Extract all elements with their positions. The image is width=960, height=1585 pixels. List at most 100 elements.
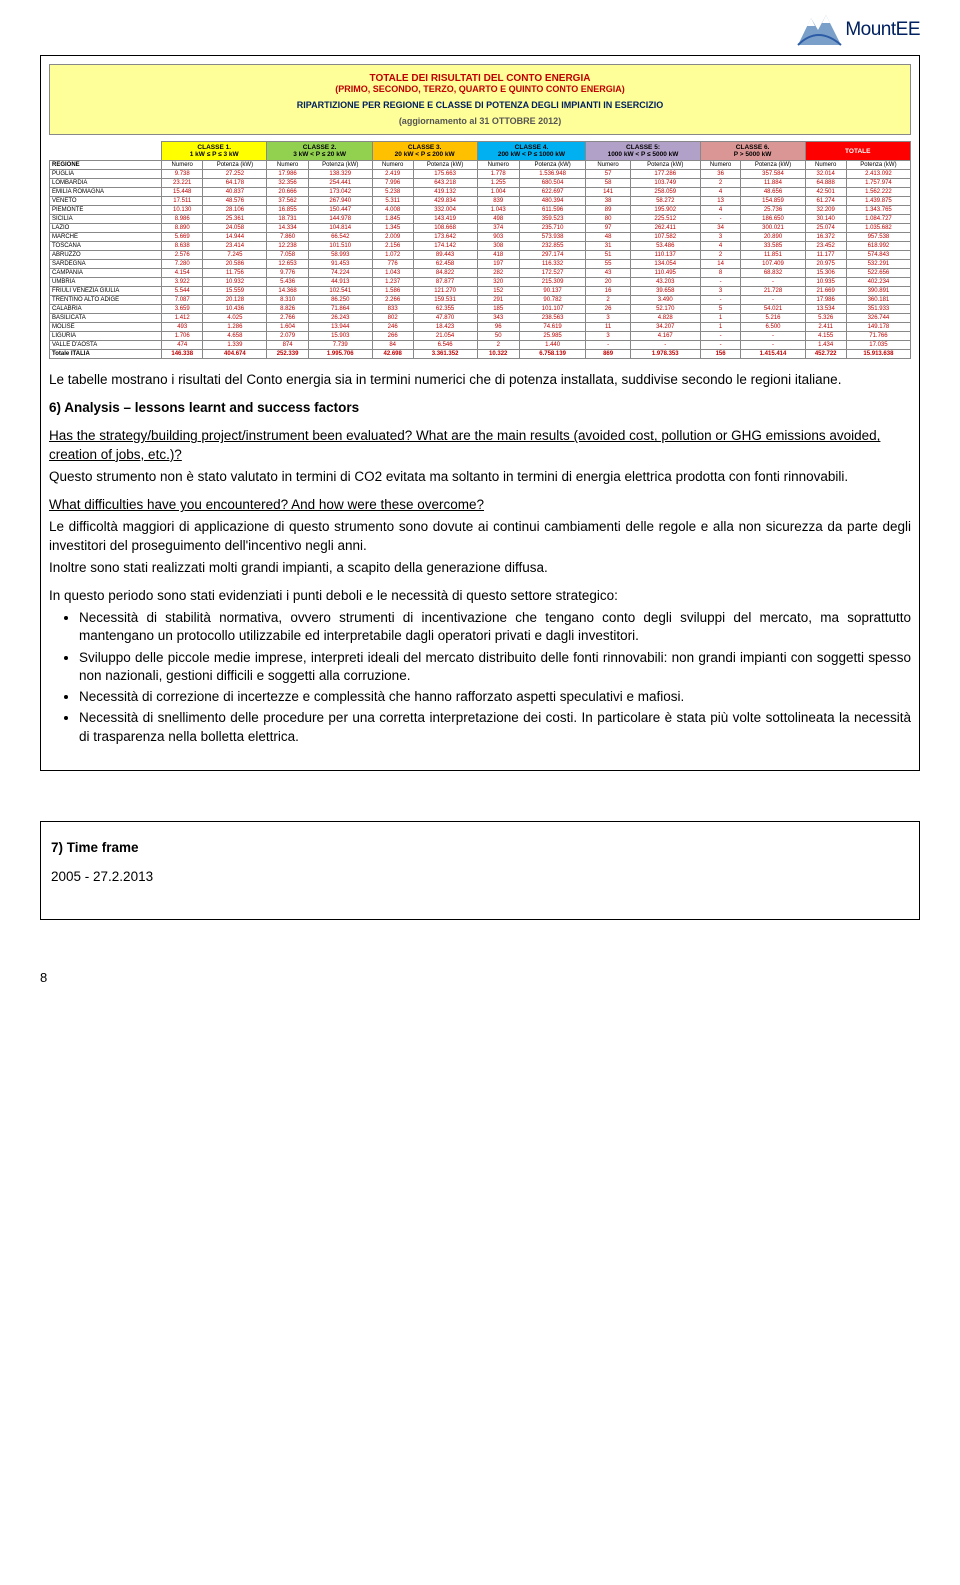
value-cell: 498 bbox=[477, 215, 519, 224]
value-cell: 7.739 bbox=[308, 341, 372, 350]
data-table: CLASSE 1.1 kW ≤ P ≤ 3 kW CLASSE 2.3 kW <… bbox=[49, 141, 911, 359]
class-header-row: CLASSE 1.1 kW ≤ P ≤ 3 kW CLASSE 2.3 kW <… bbox=[50, 142, 911, 161]
table-row: PIEMONTE10.13028.10616.855150.4474.00833… bbox=[50, 206, 911, 215]
value-cell: 7.087 bbox=[162, 296, 203, 305]
value-cell: 6.546 bbox=[413, 341, 477, 350]
value-cell: 32.014 bbox=[805, 170, 846, 179]
value-cell: 16.372 bbox=[805, 233, 846, 242]
value-cell: 15.306 bbox=[805, 269, 846, 278]
table-row: MARCHE5.66914.9447.86066.5422.009173.642… bbox=[50, 233, 911, 242]
table-body: PUGLIA9.73827.25217.986138.3292.419175.6… bbox=[50, 170, 911, 359]
value-cell: 618.992 bbox=[846, 242, 910, 251]
value-cell: 2 bbox=[586, 296, 631, 305]
value-cell: 33.585 bbox=[741, 242, 805, 251]
value-cell: 480.394 bbox=[519, 197, 585, 206]
value-cell: 1.339 bbox=[203, 341, 267, 350]
value-cell: 43 bbox=[586, 269, 631, 278]
table-row: ABRUZZO2.5767.2457.05858.9931.07289.4434… bbox=[50, 251, 911, 260]
value-cell: 141 bbox=[586, 188, 631, 197]
value-cell: 258.059 bbox=[630, 188, 700, 197]
value-cell: 8.890 bbox=[162, 224, 203, 233]
value-cell: 360.181 bbox=[846, 296, 910, 305]
value-cell: 90.137 bbox=[519, 287, 585, 296]
value-cell: 149.178 bbox=[846, 323, 910, 332]
value-cell: 15.903 bbox=[308, 332, 372, 341]
value-cell: 215.309 bbox=[519, 278, 585, 287]
value-cell: 177.286 bbox=[630, 170, 700, 179]
value-cell: 174.142 bbox=[413, 242, 477, 251]
value-cell: 429.834 bbox=[413, 197, 477, 206]
logo: MountEE bbox=[793, 10, 920, 50]
value-cell: 390.891 bbox=[846, 287, 910, 296]
value-cell: 2.411 bbox=[805, 323, 846, 332]
value-cell: 134.054 bbox=[630, 260, 700, 269]
value-cell: 2 bbox=[700, 179, 741, 188]
value-cell: 34.207 bbox=[630, 323, 700, 332]
logo-text: MountEE bbox=[845, 19, 920, 41]
value-cell: 493 bbox=[162, 323, 203, 332]
value-cell: 1.536.948 bbox=[519, 170, 585, 179]
value-cell: 5 bbox=[700, 305, 741, 314]
value-cell: 839 bbox=[477, 197, 519, 206]
value-cell: 116.332 bbox=[519, 260, 585, 269]
region-cell: MOLISE bbox=[50, 323, 162, 332]
value-cell: - bbox=[700, 215, 741, 224]
value-cell: 374 bbox=[477, 224, 519, 233]
value-cell: 1.345 bbox=[372, 224, 413, 233]
value-cell: 173.042 bbox=[308, 188, 372, 197]
table-row: PUGLIA9.73827.25217.986138.3292.419175.6… bbox=[50, 170, 911, 179]
section7-body: 2005 - 27.2.2013 bbox=[51, 869, 909, 884]
value-cell: 8.826 bbox=[267, 305, 308, 314]
value-cell: 1.604 bbox=[267, 323, 308, 332]
region-cell: PUGLIA bbox=[50, 170, 162, 179]
value-cell: 802 bbox=[372, 314, 413, 323]
class4-header: CLASSE 4.200 kW < P ≤ 1000 kW bbox=[477, 142, 586, 161]
value-cell: 351.933 bbox=[846, 305, 910, 314]
value-cell: 51 bbox=[586, 251, 631, 260]
value-cell: 138.329 bbox=[308, 170, 372, 179]
value-cell: - bbox=[741, 332, 805, 341]
region-cell: BASILICATA bbox=[50, 314, 162, 323]
value-cell: 173.642 bbox=[413, 233, 477, 242]
region-cell: UMBRIA bbox=[50, 278, 162, 287]
value-cell: 152 bbox=[477, 287, 519, 296]
value-cell: 3.922 bbox=[162, 278, 203, 287]
list-item: Sviluppo delle piccole medie imprese, in… bbox=[79, 649, 911, 685]
value-cell: 12.653 bbox=[267, 260, 308, 269]
value-cell: 32.209 bbox=[805, 206, 846, 215]
value-cell: 21.054 bbox=[413, 332, 477, 341]
list-intro: In questo periodo sono stati evidenziati… bbox=[49, 587, 911, 605]
value-cell: 2.266 bbox=[372, 296, 413, 305]
value-cell: 172.527 bbox=[519, 269, 585, 278]
value-cell: 186.650 bbox=[741, 215, 805, 224]
value-cell: 57 bbox=[586, 170, 631, 179]
value-cell: 26.243 bbox=[308, 314, 372, 323]
value-cell: 44.913 bbox=[308, 278, 372, 287]
value-cell: 154.859 bbox=[741, 197, 805, 206]
value-cell: 225.512 bbox=[630, 215, 700, 224]
value-cell: 25.361 bbox=[203, 215, 267, 224]
page-number: 8 bbox=[0, 950, 960, 1005]
value-cell: 86.250 bbox=[308, 296, 372, 305]
value-cell: 300.021 bbox=[741, 224, 805, 233]
value-cell: 16 bbox=[586, 287, 631, 296]
value-cell: - bbox=[700, 278, 741, 287]
value-cell: - bbox=[700, 341, 741, 350]
value-cell: 27.252 bbox=[203, 170, 267, 179]
value-cell: 3 bbox=[586, 332, 631, 341]
value-cell: 238.563 bbox=[519, 314, 585, 323]
value-cell: 1.043 bbox=[477, 206, 519, 215]
value-cell: 1.043 bbox=[372, 269, 413, 278]
main-content-box: TOTALE DEI RISULTATI DEL CONTO ENERGIA (… bbox=[40, 55, 920, 771]
region-cell: LOMBARDIA bbox=[50, 179, 162, 188]
value-cell: 6.758.139 bbox=[519, 350, 585, 359]
value-cell: 121.270 bbox=[413, 287, 477, 296]
value-cell: 80 bbox=[586, 215, 631, 224]
table-row: VENETO17.51148.57637.562267.9405.311429.… bbox=[50, 197, 911, 206]
value-cell: 74.224 bbox=[308, 269, 372, 278]
table-row: FRIULI VENEZIA GIULIA5.54415.55914.36810… bbox=[50, 287, 911, 296]
value-cell: 71.766 bbox=[846, 332, 910, 341]
value-cell: 159.531 bbox=[413, 296, 477, 305]
value-cell: 197 bbox=[477, 260, 519, 269]
value-cell: 4.008 bbox=[372, 206, 413, 215]
